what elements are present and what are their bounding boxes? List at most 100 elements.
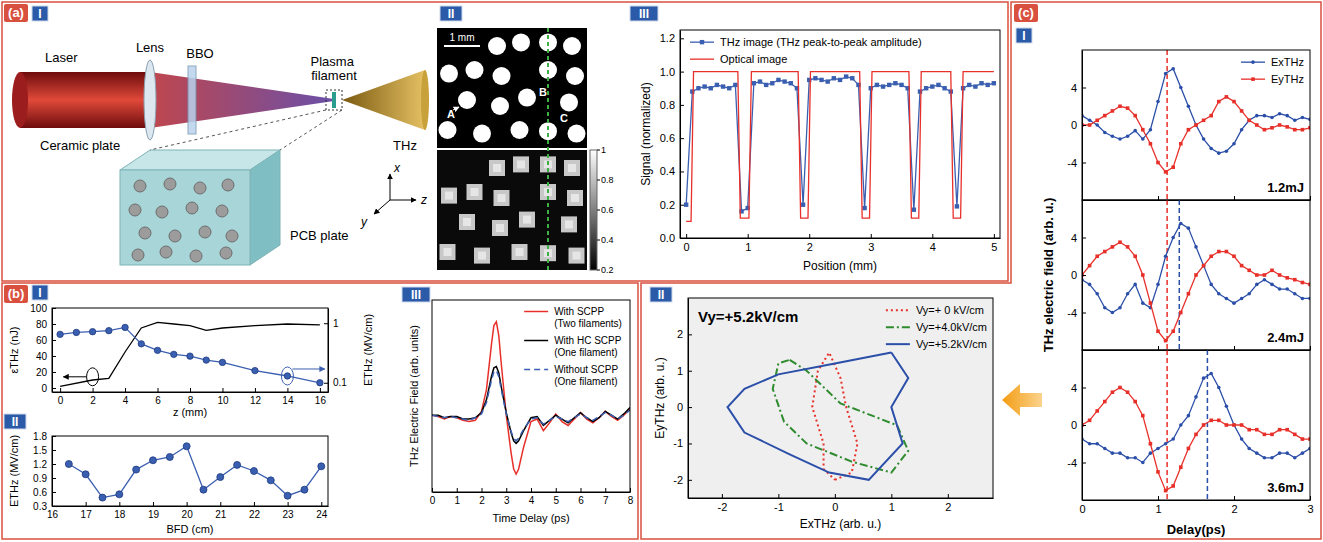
tick: 0.4	[660, 165, 684, 177]
y-axis-title: EyTHz (arb. u.)	[653, 357, 667, 438]
tick: 2	[479, 488, 485, 506]
x-axis-title: ExTHz (arb. u.)	[800, 517, 881, 531]
thz-image	[437, 150, 587, 270]
tick	[1234, 196, 1235, 200]
legend-label: Vy=+5.2kV/cm	[916, 338, 987, 350]
panel-letter-text: (c)	[1018, 5, 1034, 20]
legend-label: ExTHz	[1271, 56, 1304, 68]
series-line	[1082, 242, 1310, 340]
data-point	[1285, 114, 1289, 118]
tick-mark	[1158, 196, 1159, 200]
data-point	[219, 359, 225, 365]
plot-background	[688, 298, 993, 498]
chart: 012345678Time Delay (ps)THz Electric Fie…	[408, 300, 634, 524]
data-point	[1225, 404, 1229, 408]
annotation: 3.6mJ	[1267, 480, 1304, 495]
y-axis-title: THz Electric Field (arb. units)	[408, 325, 420, 467]
part-label: I	[1016, 28, 1032, 43]
tick: 0.2	[660, 199, 684, 211]
data-point	[1240, 423, 1244, 427]
tick: 8	[188, 388, 194, 406]
colorbar-tick	[597, 210, 600, 211]
part-label: III	[402, 287, 430, 302]
data-point	[284, 492, 291, 499]
tick: 0	[1071, 119, 1086, 131]
plot-frame	[1082, 350, 1310, 500]
scale-bar	[444, 45, 480, 47]
legend-entry: Vy=+ 0 kV/cm	[886, 304, 984, 316]
thz-hole-core	[463, 218, 471, 226]
tick: 20	[36, 367, 56, 378]
part-label-text: I	[1022, 29, 1025, 43]
indicator-arrow	[292, 368, 324, 369]
tick: 80	[36, 319, 56, 330]
data-point	[318, 463, 325, 470]
data-point	[887, 83, 891, 87]
panel-frame	[641, 2, 1321, 539]
plate-hole	[220, 247, 232, 259]
colorbar-tick	[597, 240, 600, 241]
tick-label: 4	[930, 241, 936, 253]
data-point	[881, 84, 885, 88]
x-axis-line	[53, 506, 329, 507]
data-point	[1270, 283, 1274, 287]
hole	[458, 91, 476, 109]
data-point	[73, 329, 79, 335]
data-point	[1301, 116, 1305, 120]
tick-mark	[187, 502, 188, 506]
tick-mark	[531, 488, 532, 492]
tick: 23	[283, 502, 295, 520]
data-point	[1278, 451, 1282, 455]
data-point	[899, 83, 903, 87]
thz-hole	[513, 156, 529, 172]
tick: 3	[868, 234, 874, 253]
data-point	[832, 76, 836, 80]
data-point	[1202, 137, 1206, 141]
data-point	[1133, 400, 1137, 404]
data-point	[715, 83, 719, 87]
tick-mark	[688, 334, 692, 335]
data-point	[1232, 301, 1236, 305]
tick-mark	[1082, 463, 1086, 464]
tick: 0	[41, 383, 56, 394]
tick-label: 4	[1071, 232, 1077, 244]
data-point	[813, 76, 817, 80]
tick-mark	[680, 105, 684, 106]
tick-label: 0.8	[660, 99, 675, 111]
tick-label: 40	[36, 351, 48, 362]
data-point	[1217, 419, 1221, 423]
tick-label: 22	[249, 509, 261, 520]
data-point	[1179, 423, 1183, 427]
tick-mark	[288, 502, 289, 506]
y-axis-title: Signal (normalized)	[639, 82, 653, 185]
thz-hole	[519, 212, 535, 228]
schematic-label: BBO	[186, 46, 213, 61]
schematic-label: y	[360, 215, 368, 229]
plate-hole	[216, 205, 228, 217]
plate-hole	[139, 227, 151, 239]
data-point	[1141, 461, 1145, 465]
axis-indicators	[63, 367, 324, 386]
data-point	[1217, 250, 1221, 254]
tick-mark	[630, 488, 631, 492]
data-point	[1301, 281, 1305, 285]
tick-mark	[287, 388, 288, 392]
x-axis-line	[1083, 500, 1311, 501]
x-axis-title: Position (mm)	[803, 259, 877, 273]
data-point	[912, 208, 916, 212]
data-point	[1270, 433, 1274, 437]
tick-mark	[125, 388, 126, 392]
tick-label: 1	[1155, 503, 1161, 515]
plot-area	[1082, 50, 1310, 200]
tick: 20	[182, 502, 194, 520]
tick: 4	[1071, 232, 1086, 244]
data-point	[1111, 245, 1115, 249]
tick-label: 10	[217, 395, 229, 406]
legend-marker	[1251, 77, 1255, 81]
tick: -4	[1067, 157, 1086, 169]
plate-hole	[169, 230, 181, 242]
tick-mark	[581, 488, 582, 492]
chart: 1617181920212223240.30.60.91.21.51.8BFD …	[8, 431, 329, 535]
annotation: 2.4mJ	[1267, 330, 1304, 345]
tick: 6	[578, 488, 584, 506]
